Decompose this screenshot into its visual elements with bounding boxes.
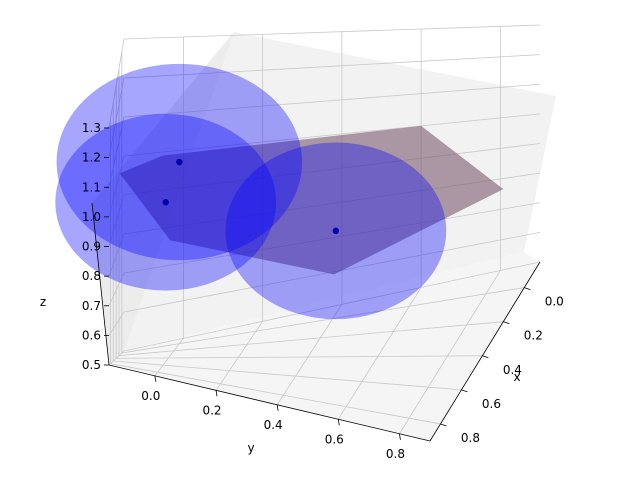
y-tick-label: 0.8: [386, 447, 405, 461]
floor-grid-line: [337, 287, 422, 420]
z-axis-line: [91, 202, 110, 366]
floor-grid-line: [113, 360, 462, 391]
z-tick-label: 0.6: [82, 328, 101, 342]
z-grid-line: [108, 24, 541, 129]
z-tick-label: 1.2: [82, 151, 101, 165]
y-tick-mark: [154, 375, 157, 382]
x-tick-mark: [503, 321, 510, 325]
z-grid-line: [108, 83, 541, 188]
y-axis-line: [108, 364, 431, 442]
y-tick-mark: [399, 433, 401, 440]
x-tick-mark: [440, 423, 447, 427]
data-point: [176, 158, 183, 166]
y-tick-label: 0.2: [202, 403, 221, 417]
floor-grid-line: [399, 270, 501, 434]
x-axis-line: [429, 261, 541, 442]
floor-grid-line: [110, 363, 441, 425]
x-tick-mark: [524, 287, 531, 290]
floor-grid-line: [116, 355, 483, 359]
z-tick-label: 0.9: [82, 240, 101, 254]
x-tick-label: 0.8: [461, 431, 480, 445]
tick-layer: 0.0 0.2 0.4 0.6 0.8 0.0 0.2 0.4 0.6 0.8 0.5 0.6 0.7 0…: [82, 121, 564, 461]
y-tick-mark: [337, 419, 340, 426]
y-tick-label: 0.4: [264, 418, 283, 432]
x-tick-mark: [461, 389, 468, 393]
x-tick-label: 0.6: [482, 397, 501, 411]
floor-grid-line: [154, 338, 184, 377]
point-layer: [162, 158, 340, 235]
y-axis-label: y: [247, 441, 254, 455]
z-grid-line: [108, 113, 541, 217]
x-tick-label: 0.0: [545, 295, 564, 309]
x-tick-label: 0.4: [503, 363, 522, 377]
data-point: [332, 227, 340, 235]
z-tick-label: 0.8: [82, 269, 101, 283]
z-grid-line: [108, 261, 541, 366]
y-tick-label: 0.0: [141, 389, 160, 403]
floor-grid-line: [276, 304, 343, 406]
y-tick-label: 0.6: [325, 432, 344, 446]
x-tick-label: 0.2: [524, 329, 543, 343]
z-axis-label: z: [40, 295, 46, 309]
surface-layer: [119, 125, 504, 275]
pane-floor: [109, 252, 540, 441]
floor-grid-line: [121, 287, 525, 354]
x-axis-label: x: [513, 370, 520, 384]
x-tick-mark: [482, 355, 489, 359]
y-tick-mark: [215, 390, 218, 397]
y-tick-mark: [276, 404, 279, 411]
data-point: [162, 199, 169, 206]
floor-grid-line: [118, 321, 504, 357]
surface-patch: [119, 125, 504, 275]
floor-grid-line: [215, 321, 263, 391]
z-tick-label: 1.0: [82, 210, 101, 224]
z-tick-label: 1.3: [82, 121, 101, 135]
z-tick-label: 1.1: [82, 180, 101, 194]
z-tick-label: 0.5: [82, 358, 101, 372]
grid-lines: [108, 24, 541, 434]
z-tick-label: 0.7: [82, 299, 101, 313]
z-grid-line: [108, 231, 541, 336]
z-grid-line: [108, 54, 541, 158]
